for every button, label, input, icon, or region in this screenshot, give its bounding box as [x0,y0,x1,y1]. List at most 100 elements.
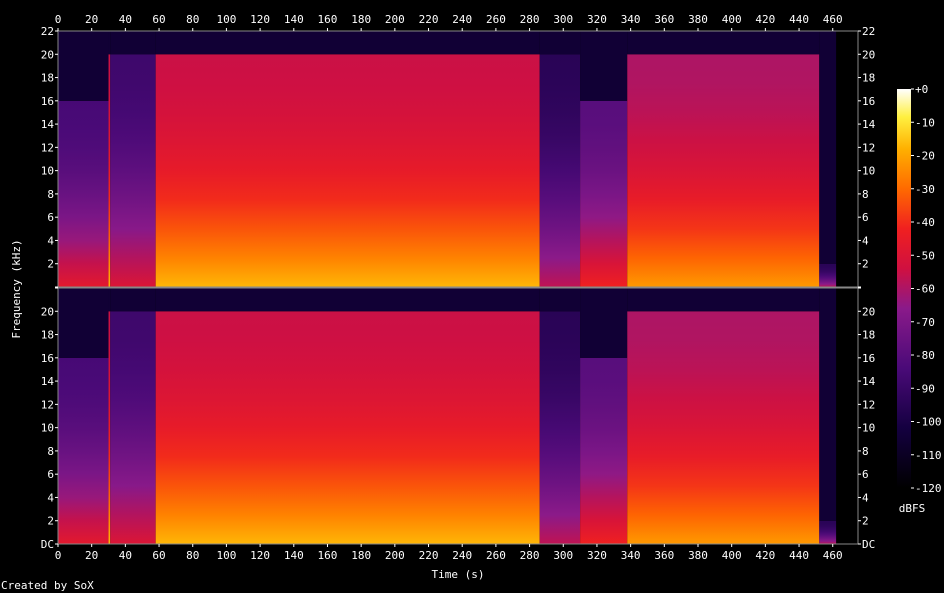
y-axis-label: Frequency (kHz) [10,239,23,338]
y-tick-label: 6 [862,468,869,481]
x-tick-label: 360 [654,549,674,562]
spectrogram-segment [819,520,837,544]
x-tick-label: 0 [55,549,62,562]
y-tick-label: 16 [862,352,875,365]
x-tick-label: 140 [284,549,304,562]
colorbar-label: dBFS [899,502,926,515]
colorbar-tick-label: -110 [915,449,942,462]
spectrogram-segment [819,263,837,287]
x-tick-label: 160 [318,549,338,562]
y-tick-label: 12 [862,398,875,411]
y-tick-label: 20 [41,305,54,318]
y-tick-label: 8 [862,445,869,458]
x-tick-label: 440 [789,13,809,26]
spectrogram-segment [58,357,109,544]
spectrogram-segment-upper [819,288,837,521]
spectrogram-segment [58,100,109,288]
colorbar-tick-label: -90 [915,382,935,395]
y-tick-label: 6 [47,468,54,481]
y-tick-label: 18 [862,72,875,85]
colorbar-tick-label: -10 [915,116,935,129]
x-tick-label: 40 [119,13,132,26]
y-tick-label: 4 [47,234,54,247]
y-tick-label: 18 [41,329,54,342]
x-tick-label: 240 [452,13,472,26]
y-tick-label: 10 [862,165,875,178]
y-tick-label: 10 [41,165,54,178]
x-tick-label: 380 [688,13,708,26]
colorbar-tick-label: -80 [915,349,935,362]
x-tick-label: 20 [85,13,98,26]
x-tick-label: 420 [755,549,775,562]
spectrogram-segment [108,311,111,544]
y-tick-label: DC [862,538,875,551]
x-tick-label: 340 [621,13,641,26]
spectrogram-segment-upper [58,288,109,358]
x-tick-label: 60 [152,13,165,26]
colorbar-tick-label: -60 [915,283,935,296]
y-tick-label: 14 [41,118,55,131]
x-tick-label: 140 [284,13,304,26]
footer-credit: Created by SoX [1,579,94,592]
spectrogram-segment-upper [155,288,540,312]
spectrogram-segment-upper [58,31,109,101]
colorbar-tick-label: -50 [915,249,935,262]
colorbar-tick-label: -100 [915,416,942,429]
channel-panel-2: DC DC 2 2 4 4 6 6 8 8 10 10 12 12 14 14 16 16 18 18 20 20 [41,287,876,551]
colorbar-tick-label: -20 [915,150,935,163]
y-tick-label: 4 [47,491,54,504]
x-tick-label: 200 [385,13,405,26]
spectrogram-segment [627,54,820,287]
x-tick-label: 20 [85,549,98,562]
x-tick-label: 260 [486,549,506,562]
x-tick-label: 40 [119,549,132,562]
spectrogram-segment-upper [110,31,156,55]
x-tick-label: 460 [823,549,843,562]
spectrogram-segment-upper [155,31,540,55]
y-tick-label: 18 [862,329,875,342]
colorbar-tick-label: -30 [915,183,935,196]
x-tick-label: 400 [722,549,742,562]
x-tick-label: 100 [216,549,236,562]
spectrogram-segment [155,311,540,544]
spectrogram-segment-upper [108,31,111,55]
spectrogram-segment-upper [539,288,581,312]
spectrogram-segment-upper [108,288,111,312]
y-tick-label: 14 [41,375,55,388]
x-tick-label: 280 [520,549,540,562]
spectrogram-segment-upper [580,288,628,358]
x-tick-label: 320 [587,13,607,26]
spectrogram-segment-upper [580,31,628,101]
y-tick-label: 8 [862,188,869,201]
x-tick-label: 460 [823,13,843,26]
y-tick-label: 16 [41,352,54,365]
y-tick-label: 12 [41,398,54,411]
y-tick-label: 14 [862,118,876,131]
spectrogram-segment [539,54,581,287]
y-tick-label: 4 [862,234,869,247]
y-tick-label: 2 [47,258,54,271]
x-tick-label: 220 [419,13,439,26]
y-tick-label: 6 [47,211,54,224]
x-axis-label: Time (s) [432,568,485,581]
x-tick-label: 200 [385,549,405,562]
x-tick-label: 220 [419,549,439,562]
x-tick-label: 400 [722,13,742,26]
x-tick-label: 180 [351,549,371,562]
x-tick-label: 360 [654,13,674,26]
x-tick-label: 60 [152,549,165,562]
x-tick-label: 80 [186,549,199,562]
x-tick-label: 0 [55,13,62,26]
spectrogram-segment [155,54,540,287]
colorbar-tick-label: -70 [915,316,935,329]
x-tick-label: 80 [186,13,199,26]
spectrogram-segment [580,100,628,288]
colorbar-gradient [897,89,911,488]
y-tick-label: 20 [862,48,875,61]
y-tick-label: 2 [862,515,869,528]
y-tick-label: 4 [862,491,869,504]
y-tick-label: 10 [862,422,875,435]
spectrogram-segment [539,311,581,544]
y-tick-label: 12 [862,141,875,154]
